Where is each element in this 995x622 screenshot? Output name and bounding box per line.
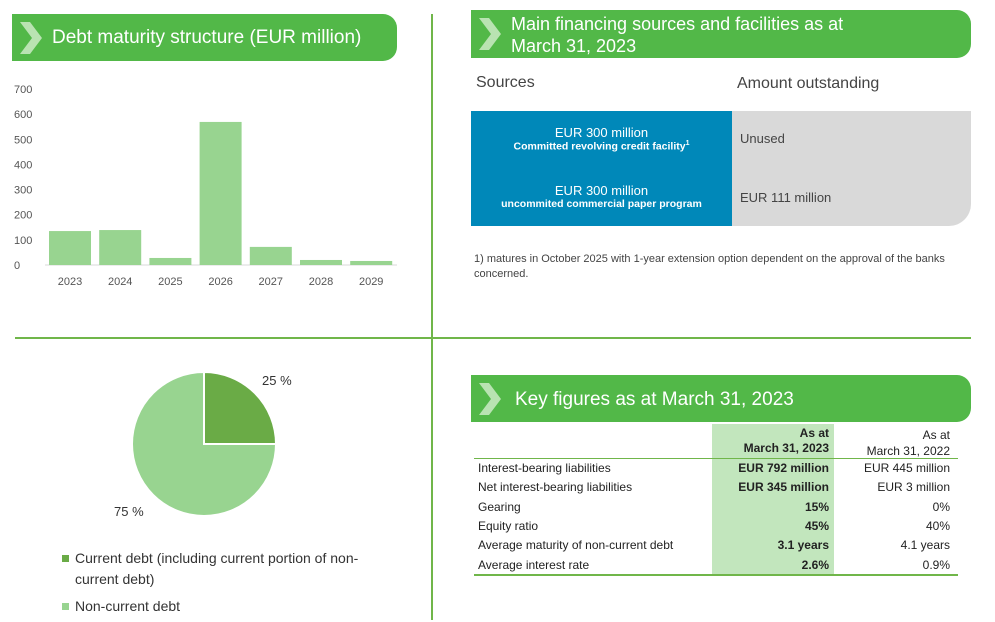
key-figure-row: Equity ratio 45% 40% <box>471 517 959 537</box>
pie-label-noncurrent: 75 % <box>114 504 144 519</box>
y-tick-label: 300 <box>14 185 32 197</box>
y-tick-label: 500 <box>14 134 32 146</box>
value-2023: EUR 792 million <box>738 461 829 475</box>
bar-2029 <box>350 260 393 265</box>
footnote: 1) matures in October 2025 with 1-year e… <box>474 253 945 280</box>
value-2022: EUR 445 million <box>863 461 950 475</box>
outstanding-value: EUR 111 million <box>740 190 832 205</box>
bar-2023 <box>49 231 91 265</box>
row-label: Average interest rate <box>478 557 590 572</box>
row-label: Net interest-bearing liabilities <box>478 480 633 495</box>
source-row: EUR 300 million Committed revolving cred… <box>513 125 690 153</box>
col-2023-line2: March 31, 2023 <box>743 441 829 455</box>
key-figures-title: Key figures as at March 31, 2023 <box>515 389 794 410</box>
x-tick-label: 2023 <box>58 276 82 288</box>
col-2022-line1: As at <box>922 428 950 442</box>
key-figures-header: Key figures as at March 31, 2023 <box>471 375 971 422</box>
sources-header: Main financing sources and facilities as… <box>471 10 971 58</box>
pie-label-current: 25 % <box>262 373 292 388</box>
bar-2027 <box>249 246 292 265</box>
x-tick-label: 2025 <box>158 276 182 288</box>
x-tick-label: 2024 <box>108 276 132 288</box>
value-2023: EUR 345 million <box>738 480 829 495</box>
key-figure-row: Average maturity of non-current debt 3.1 … <box>471 536 959 556</box>
x-tick-label: 2027 <box>259 276 283 288</box>
maturity-header: Debt maturity structure (EUR million) <box>12 14 397 61</box>
col-2023-line1: As at <box>799 426 829 440</box>
pie-slice-current <box>203 370 278 445</box>
bar-2026 <box>199 121 242 266</box>
sources-title-line2: March 31, 2023 <box>511 36 637 56</box>
x-tick-label: 2028 <box>309 276 333 288</box>
sources-table: EUR 300 million Committed revolving cred… <box>471 111 971 226</box>
source-row: EUR 300 million uncommited commercial pa… <box>501 183 702 210</box>
legend-noncurrent: Non-current debt <box>62 596 375 617</box>
chevron-right-icon <box>479 382 501 415</box>
col-sources: Sources <box>476 74 535 91</box>
key-figure-row: Interest-bearing liabilities EUR 792 mill… <box>471 459 959 479</box>
pie-slice-non-current <box>131 370 278 517</box>
value-2023: 45% <box>804 518 829 533</box>
value-2022: 0% <box>932 499 950 514</box>
y-tick-label: 0 <box>14 260 20 272</box>
legend-swatch <box>62 555 69 562</box>
sources-title-line1: Main financing sources and facilities as… <box>511 14 844 34</box>
chevron-right-icon <box>479 18 501 50</box>
value-2022: 4.1 years <box>900 538 950 553</box>
bar-2025 <box>149 257 192 265</box>
debt-pie-chart: 25 % 75 % <box>114 370 292 519</box>
row-label: Equity ratio <box>478 518 539 533</box>
value-2023: 3.1 years <box>777 538 829 553</box>
col-2022-line2: March 31, 2022 <box>866 444 950 458</box>
outstanding-value: Unused <box>740 131 785 146</box>
divider-vertical <box>431 14 433 620</box>
maturity-title: Debt maturity structure (EUR million) <box>52 27 362 48</box>
value-2022: 40% <box>925 518 950 533</box>
key-figure-row: Average interest rate 2.6% 0.9% <box>471 556 959 576</box>
divider-horizontal <box>15 337 971 339</box>
value-2023: 2.6% <box>801 557 829 572</box>
y-tick-label: 400 <box>14 159 32 171</box>
key-figure-row: Net interest-bearing liabilities EUR 345 … <box>471 478 959 498</box>
bar-2028 <box>300 259 342 265</box>
x-tick-label: 2029 <box>359 276 383 288</box>
chevron-right-icon <box>20 21 42 54</box>
row-label: Interest-bearing liabilities <box>478 461 611 475</box>
key-figure-row: Gearing 15% 0% <box>471 498 959 518</box>
bar-2024 <box>99 230 142 265</box>
legend-current: Current debt (including current portion … <box>62 548 375 590</box>
col-amount: Amount outstanding <box>737 75 880 92</box>
y-tick-label: 700 <box>14 84 32 96</box>
value-2022: 0.9% <box>922 557 950 572</box>
y-tick-label: 100 <box>14 235 32 247</box>
legend-swatch <box>62 603 69 610</box>
y-tick-label: 600 <box>14 109 32 121</box>
x-tick-label: 2026 <box>208 276 232 288</box>
maturity-bar-chart: 0 100 200 300 400 500 600 700 2023 2024 2025 2026 20… <box>14 84 397 288</box>
y-tick-label: 200 <box>14 210 32 222</box>
row-label: Average maturity of non-current debt <box>478 538 674 553</box>
value-2022: EUR 3 million <box>877 480 950 495</box>
row-label: Gearing <box>478 499 521 514</box>
value-2023: 15% <box>804 499 829 514</box>
